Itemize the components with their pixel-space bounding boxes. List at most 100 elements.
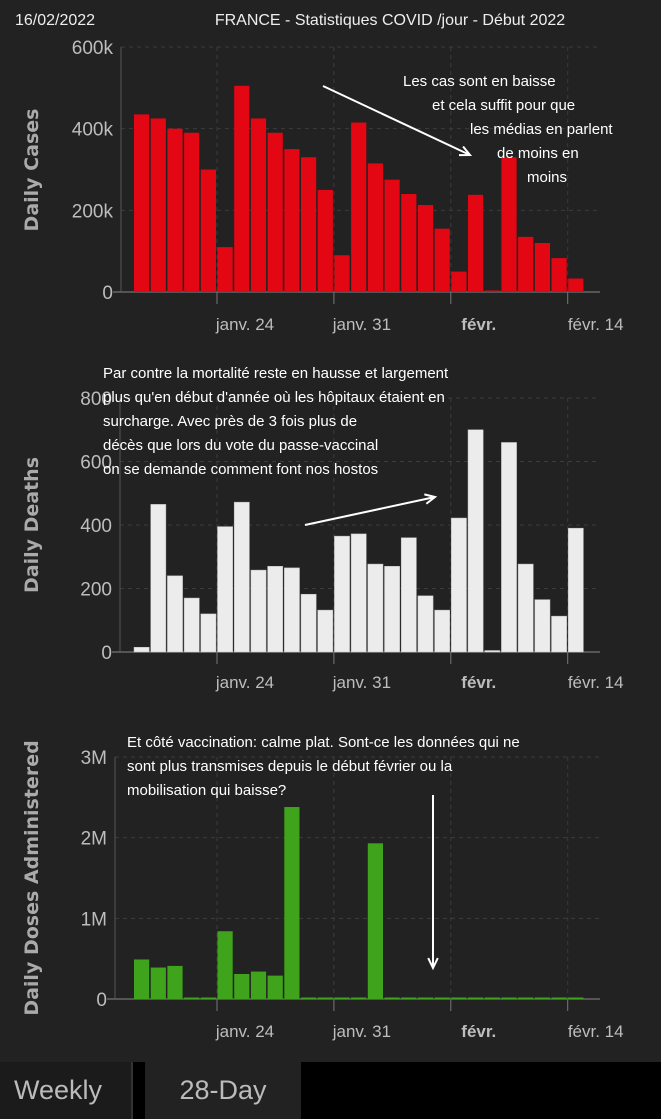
bar [568, 997, 584, 999]
period-tabs: Weekly 28-Day [0, 1062, 661, 1119]
bar [517, 563, 534, 653]
annotation-text: sont plus transmises depuis le début fév… [127, 758, 453, 775]
bar [468, 194, 484, 292]
annotation-text: moins [527, 169, 567, 186]
bar [534, 599, 551, 653]
chart-daily-deaths: 0 200 400 600 800 janv. 24 janv. 31 févr. févr. … [21, 365, 624, 692]
bar [384, 566, 400, 653]
bar [150, 504, 167, 653]
bar [451, 271, 467, 292]
bar [351, 122, 367, 293]
bar [183, 597, 200, 653]
x-tick-label: févr. [461, 1022, 496, 1041]
bar [167, 128, 183, 292]
chart-daily-cases: 0 200k 400k 600k janv. 24 janv. 31 févr. févr. … [21, 38, 624, 334]
bar [400, 537, 417, 653]
annotation-text: on se demande comment font nos hostos [103, 461, 378, 478]
bar [250, 971, 267, 999]
x-tick-label: févr. 14 [568, 315, 624, 334]
bar [367, 163, 383, 292]
y-tick-label: 0 [101, 643, 112, 664]
bar [384, 997, 400, 999]
bar [217, 931, 233, 999]
bar [568, 278, 584, 292]
page-title: FRANCE - Statistiques COVID /jour - Débu… [215, 12, 565, 29]
bar [417, 205, 434, 292]
annotation-text: les médias en parlent [470, 121, 613, 138]
y-tick-label: 400k [72, 120, 114, 141]
bar [133, 646, 150, 653]
arrow-head-icon [458, 145, 473, 157]
y-tick-label: 2M [81, 829, 107, 850]
bar [234, 85, 250, 293]
bar [150, 118, 166, 292]
bar [468, 997, 484, 999]
bar [284, 567, 300, 653]
annotation-text: mobilisation qui baisse? [127, 782, 286, 799]
bar [134, 114, 150, 292]
bar [384, 179, 400, 292]
bar [417, 997, 434, 999]
bar [334, 997, 350, 999]
y-tick-label: 3M [81, 748, 107, 769]
x-tick-label: janv. 31 [332, 673, 391, 692]
annotation-text: décès que lors du vote du passe-vaccinal [103, 437, 378, 454]
x-tick-label: févr. [461, 315, 496, 334]
bar [451, 517, 467, 653]
y-tick-label: 200 [80, 580, 112, 601]
x-tick-label: janv. 24 [215, 673, 274, 692]
bar [250, 569, 267, 653]
y-axis-label: Daily Doses Administered [21, 740, 43, 1015]
bar [518, 997, 534, 999]
annotation-text: Les cas sont en baisse [403, 73, 556, 90]
bar [267, 566, 284, 653]
x-tick-label: févr. 14 [568, 1022, 624, 1041]
y-tick-label: 0 [96, 990, 107, 1011]
bar [301, 157, 317, 292]
bar [434, 609, 451, 653]
y-axis-label: Daily Deaths [21, 457, 43, 593]
y-tick-label: 600k [72, 38, 114, 59]
bar [150, 967, 166, 999]
bar [217, 526, 233, 653]
bar [567, 527, 584, 653]
date-label: 16/02/2022 [15, 12, 95, 29]
y-tick-label: 800 [80, 389, 112, 410]
bar [267, 132, 283, 292]
bar [417, 595, 434, 653]
y-axis-label: Daily Cases [21, 109, 43, 232]
bar [217, 247, 233, 292]
chart-daily-doses-administered: 0 1M 2M 3M janv. 24 janv. 31 févr. févr. 14 Dail… [21, 734, 624, 1041]
bar [301, 997, 317, 999]
y-tick-label: 600 [80, 453, 112, 474]
bar [551, 258, 567, 292]
bar [501, 157, 517, 292]
tab-weekly[interactable]: Weekly [0, 1062, 133, 1119]
x-tick-label: févr. 14 [568, 673, 624, 692]
bar [184, 132, 200, 292]
arrow-head-icon [427, 957, 439, 971]
bar [501, 997, 517, 999]
bar [134, 959, 150, 999]
bar [350, 533, 367, 653]
bar [551, 615, 567, 653]
tab-28-day[interactable]: 28-Day [145, 1062, 301, 1119]
annotation-text: Par contre la mortalité reste en hausse … [103, 365, 449, 382]
bar [234, 973, 250, 999]
annotation-text: surcharge. Avec près de 3 fois plus de [103, 413, 357, 430]
bar [233, 501, 250, 653]
arrow-head-icon [424, 493, 438, 505]
bar [300, 593, 317, 653]
bar [367, 563, 384, 653]
bar [284, 149, 300, 292]
bar [200, 613, 217, 653]
bar [167, 965, 183, 999]
bar [367, 843, 383, 999]
bar [484, 650, 501, 653]
bar [351, 997, 367, 999]
y-tick-label: 400 [80, 516, 112, 537]
y-tick-label: 1M [81, 909, 107, 930]
annotation-arrow [304, 496, 436, 526]
bar [518, 236, 534, 292]
